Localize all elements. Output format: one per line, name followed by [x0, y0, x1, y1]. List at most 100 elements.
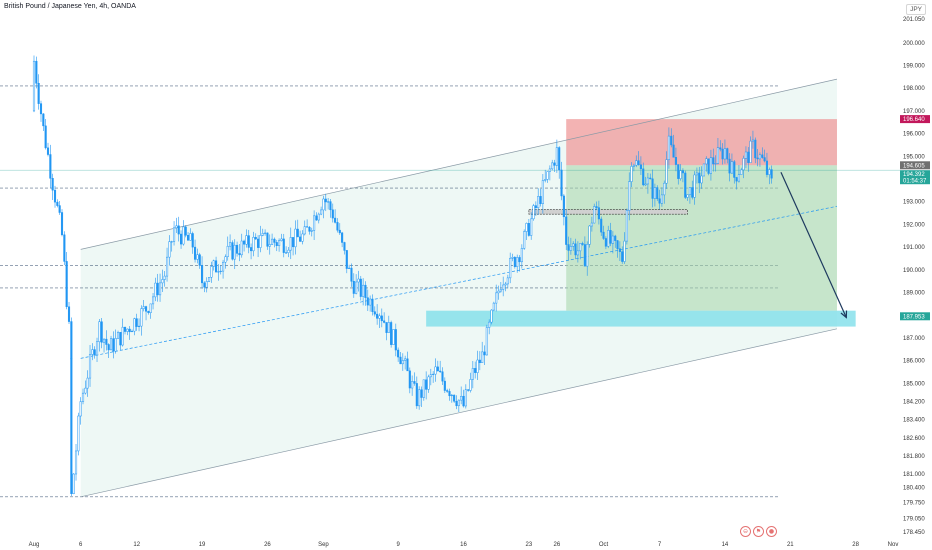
candle-body [392, 329, 395, 345]
candle-body [46, 147, 50, 155]
flag-icon[interactable]: ⚑ [753, 526, 764, 537]
candle-body [614, 235, 617, 241]
price-axis-label: 182.600 [903, 436, 925, 442]
target-zone [426, 310, 856, 327]
candle-body [173, 227, 176, 242]
candle-body [336, 222, 339, 231]
candle-body [443, 380, 446, 391]
candle-body [88, 354, 92, 379]
candle-body [516, 257, 519, 267]
candle-body [735, 177, 738, 182]
candle-body [642, 168, 645, 186]
candle-body [315, 215, 318, 221]
candle-body [327, 201, 330, 203]
candle-body [109, 338, 113, 351]
candle-body [182, 226, 185, 245]
candle-body [679, 170, 682, 179]
candle-body [390, 322, 393, 345]
candle-body [588, 225, 591, 245]
candle-body [609, 230, 612, 244]
candle-body [257, 238, 260, 248]
candle-body [576, 250, 579, 256]
candle-body [84, 387, 87, 394]
projection-arrow-head [840, 310, 848, 319]
candle-body [317, 213, 320, 221]
candle-body [618, 248, 621, 252]
chart-title: British Pound / Japanese Yen, 4h, OANDA [4, 3, 136, 10]
candle-body [691, 187, 694, 198]
time-axis-label: 6 [79, 542, 83, 548]
candle-body [137, 325, 141, 327]
candle-body [114, 338, 117, 352]
candle-body [271, 238, 274, 245]
time-axis-label: Aug [29, 542, 40, 548]
candle-body [770, 169, 773, 179]
candle-body [334, 217, 337, 223]
stop-loss-zone [566, 119, 837, 166]
price-axis-label: 191.000 [903, 245, 925, 251]
candle-body [621, 251, 624, 262]
time-axis-label: 7 [658, 542, 662, 548]
candle-body [436, 366, 439, 372]
candle-body [742, 158, 745, 171]
candle-body [656, 187, 659, 200]
candle-body [35, 60, 38, 84]
candle-body [268, 244, 271, 247]
candle-body [345, 250, 348, 269]
candle-body [72, 473, 75, 494]
candle-body [201, 265, 204, 284]
current-tag-text: 194.392 [903, 172, 925, 178]
candle-body [712, 157, 715, 165]
price-axis-label: 195.000 [903, 154, 925, 160]
candle-body [590, 222, 593, 227]
candle-body [635, 160, 638, 166]
candle-body [147, 311, 150, 313]
candle-body [702, 163, 705, 177]
candle-body [32, 60, 36, 112]
candle-body [275, 242, 278, 246]
time-axis-label: 9 [396, 542, 400, 548]
candle-body [119, 332, 122, 346]
candle-body [569, 246, 572, 251]
candle-body [462, 395, 465, 407]
candle-body [98, 321, 101, 343]
candle-body [376, 313, 379, 319]
candle-body [427, 376, 430, 390]
price-axis-label: 193.000 [903, 200, 925, 206]
candle-body [520, 248, 523, 263]
price-axis-label: 184.200 [903, 399, 925, 405]
candle-body [222, 261, 225, 272]
time-axis-label: 21 [787, 542, 794, 548]
candle-body [672, 144, 675, 158]
candle-body [441, 371, 444, 382]
candle-body [681, 170, 684, 174]
candle-body [581, 243, 584, 245]
candle-body [572, 243, 575, 247]
candle-body [763, 157, 766, 162]
candle-body [488, 321, 491, 328]
candle-body [625, 210, 628, 242]
candle-body [373, 311, 376, 315]
price-axis-label: 180.400 [903, 486, 925, 492]
candle-body [102, 338, 106, 343]
candle-body [156, 282, 159, 296]
candle-body [226, 245, 229, 257]
candle-body [359, 278, 362, 297]
time-axis-label: 26 [264, 542, 271, 548]
candle-body [191, 233, 194, 248]
candle-body [247, 235, 250, 248]
record-icon[interactable]: ● [766, 526, 777, 537]
alert-icon[interactable]: ⊖ [740, 526, 751, 537]
currency-button[interactable]: JPY [906, 4, 926, 15]
candle-body [320, 209, 323, 215]
candle-body [369, 298, 372, 306]
candle-body [425, 379, 428, 390]
candle-body [60, 212, 64, 236]
candle-body [415, 383, 418, 407]
candle-body [123, 326, 127, 332]
candle-body [499, 289, 502, 292]
candle-body [93, 349, 96, 356]
candle-body [401, 360, 404, 365]
candle-body [574, 243, 577, 256]
